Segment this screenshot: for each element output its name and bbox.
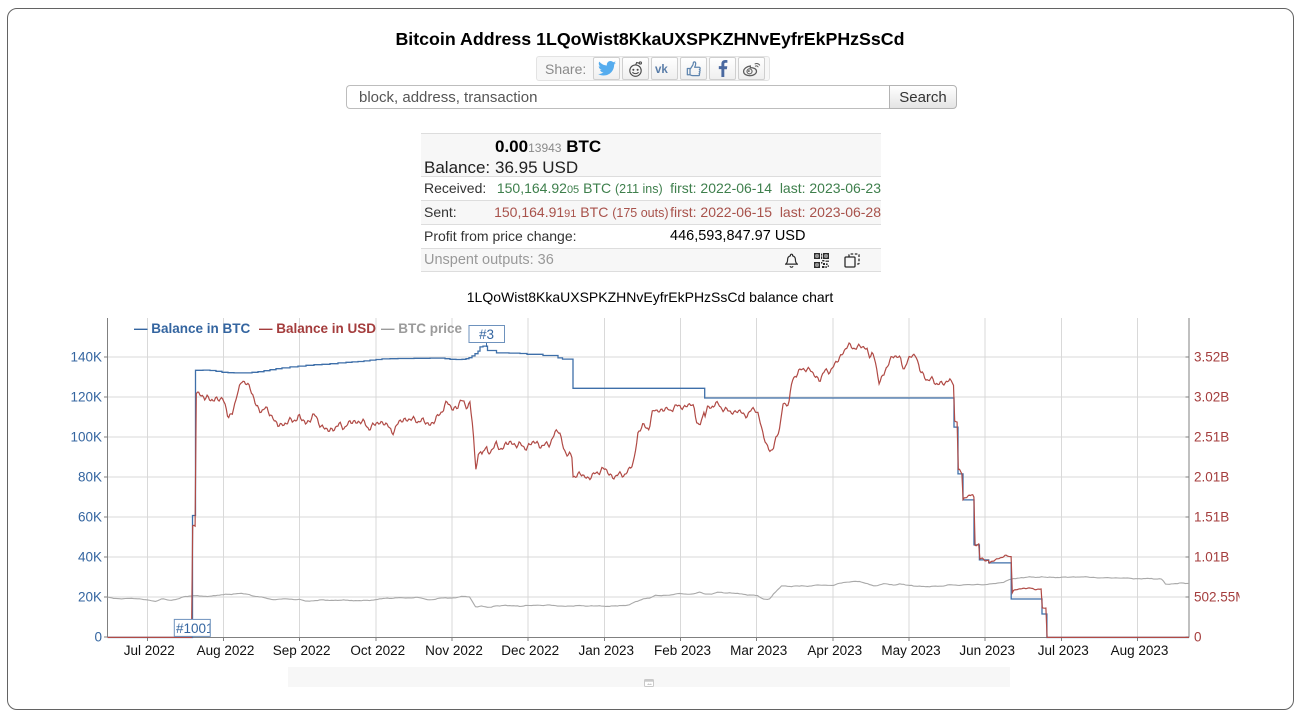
svg-text:Jul 2023: Jul 2023 bbox=[1038, 643, 1089, 658]
svg-text:502.55M: 502.55M bbox=[1194, 590, 1247, 605]
svg-text:100K: 100K bbox=[70, 430, 102, 445]
svg-text:Oct 2022: Oct 2022 bbox=[350, 643, 405, 658]
svg-text:Jan 2023: Jan 2023 bbox=[579, 643, 635, 658]
svg-text:Dec 2022: Dec 2022 bbox=[501, 643, 559, 658]
svg-text:2.01B: 2.01B bbox=[1194, 470, 1229, 485]
svg-text:2.51B: 2.51B bbox=[1194, 430, 1229, 445]
svg-text:Feb 2023: Feb 2023 bbox=[654, 643, 711, 658]
svg-text:Sep 2022: Sep 2022 bbox=[273, 643, 331, 658]
svg-text:80K: 80K bbox=[78, 470, 102, 485]
svg-text:1.51B: 1.51B bbox=[1194, 510, 1229, 525]
svg-text:0: 0 bbox=[94, 630, 102, 645]
svg-text:20K: 20K bbox=[78, 590, 102, 605]
svg-text:— Balance in BTC: — Balance in BTC bbox=[134, 321, 251, 336]
svg-text:Jul 2022: Jul 2022 bbox=[124, 643, 175, 658]
svg-text:140K: 140K bbox=[70, 350, 102, 365]
svg-text:#3: #3 bbox=[479, 327, 494, 342]
svg-text:— BTC price: — BTC price bbox=[381, 321, 463, 336]
svg-text:— Balance in USD: — Balance in USD bbox=[259, 321, 376, 336]
svg-text:Jun 2023: Jun 2023 bbox=[959, 643, 1015, 658]
svg-text:60K: 60K bbox=[78, 510, 102, 525]
svg-text:3.02B: 3.02B bbox=[1194, 390, 1229, 405]
svg-text:120K: 120K bbox=[70, 390, 102, 405]
svg-text:Nov 2022: Nov 2022 bbox=[425, 643, 483, 658]
svg-text:3.52B: 3.52B bbox=[1194, 350, 1229, 365]
svg-text:May 2023: May 2023 bbox=[881, 643, 940, 658]
svg-text:Aug 2022: Aug 2022 bbox=[197, 643, 255, 658]
svg-text:0: 0 bbox=[1194, 630, 1202, 645]
svg-text:Mar 2023: Mar 2023 bbox=[730, 643, 787, 658]
svg-text:40K: 40K bbox=[78, 550, 102, 565]
svg-text:Aug 2023: Aug 2023 bbox=[1111, 643, 1169, 658]
svg-text:vk: vk bbox=[655, 63, 668, 74]
svg-text:1.01B: 1.01B bbox=[1194, 550, 1229, 565]
svg-text:Apr 2023: Apr 2023 bbox=[807, 643, 862, 658]
svg-text:#1001: #1001 bbox=[176, 621, 214, 636]
